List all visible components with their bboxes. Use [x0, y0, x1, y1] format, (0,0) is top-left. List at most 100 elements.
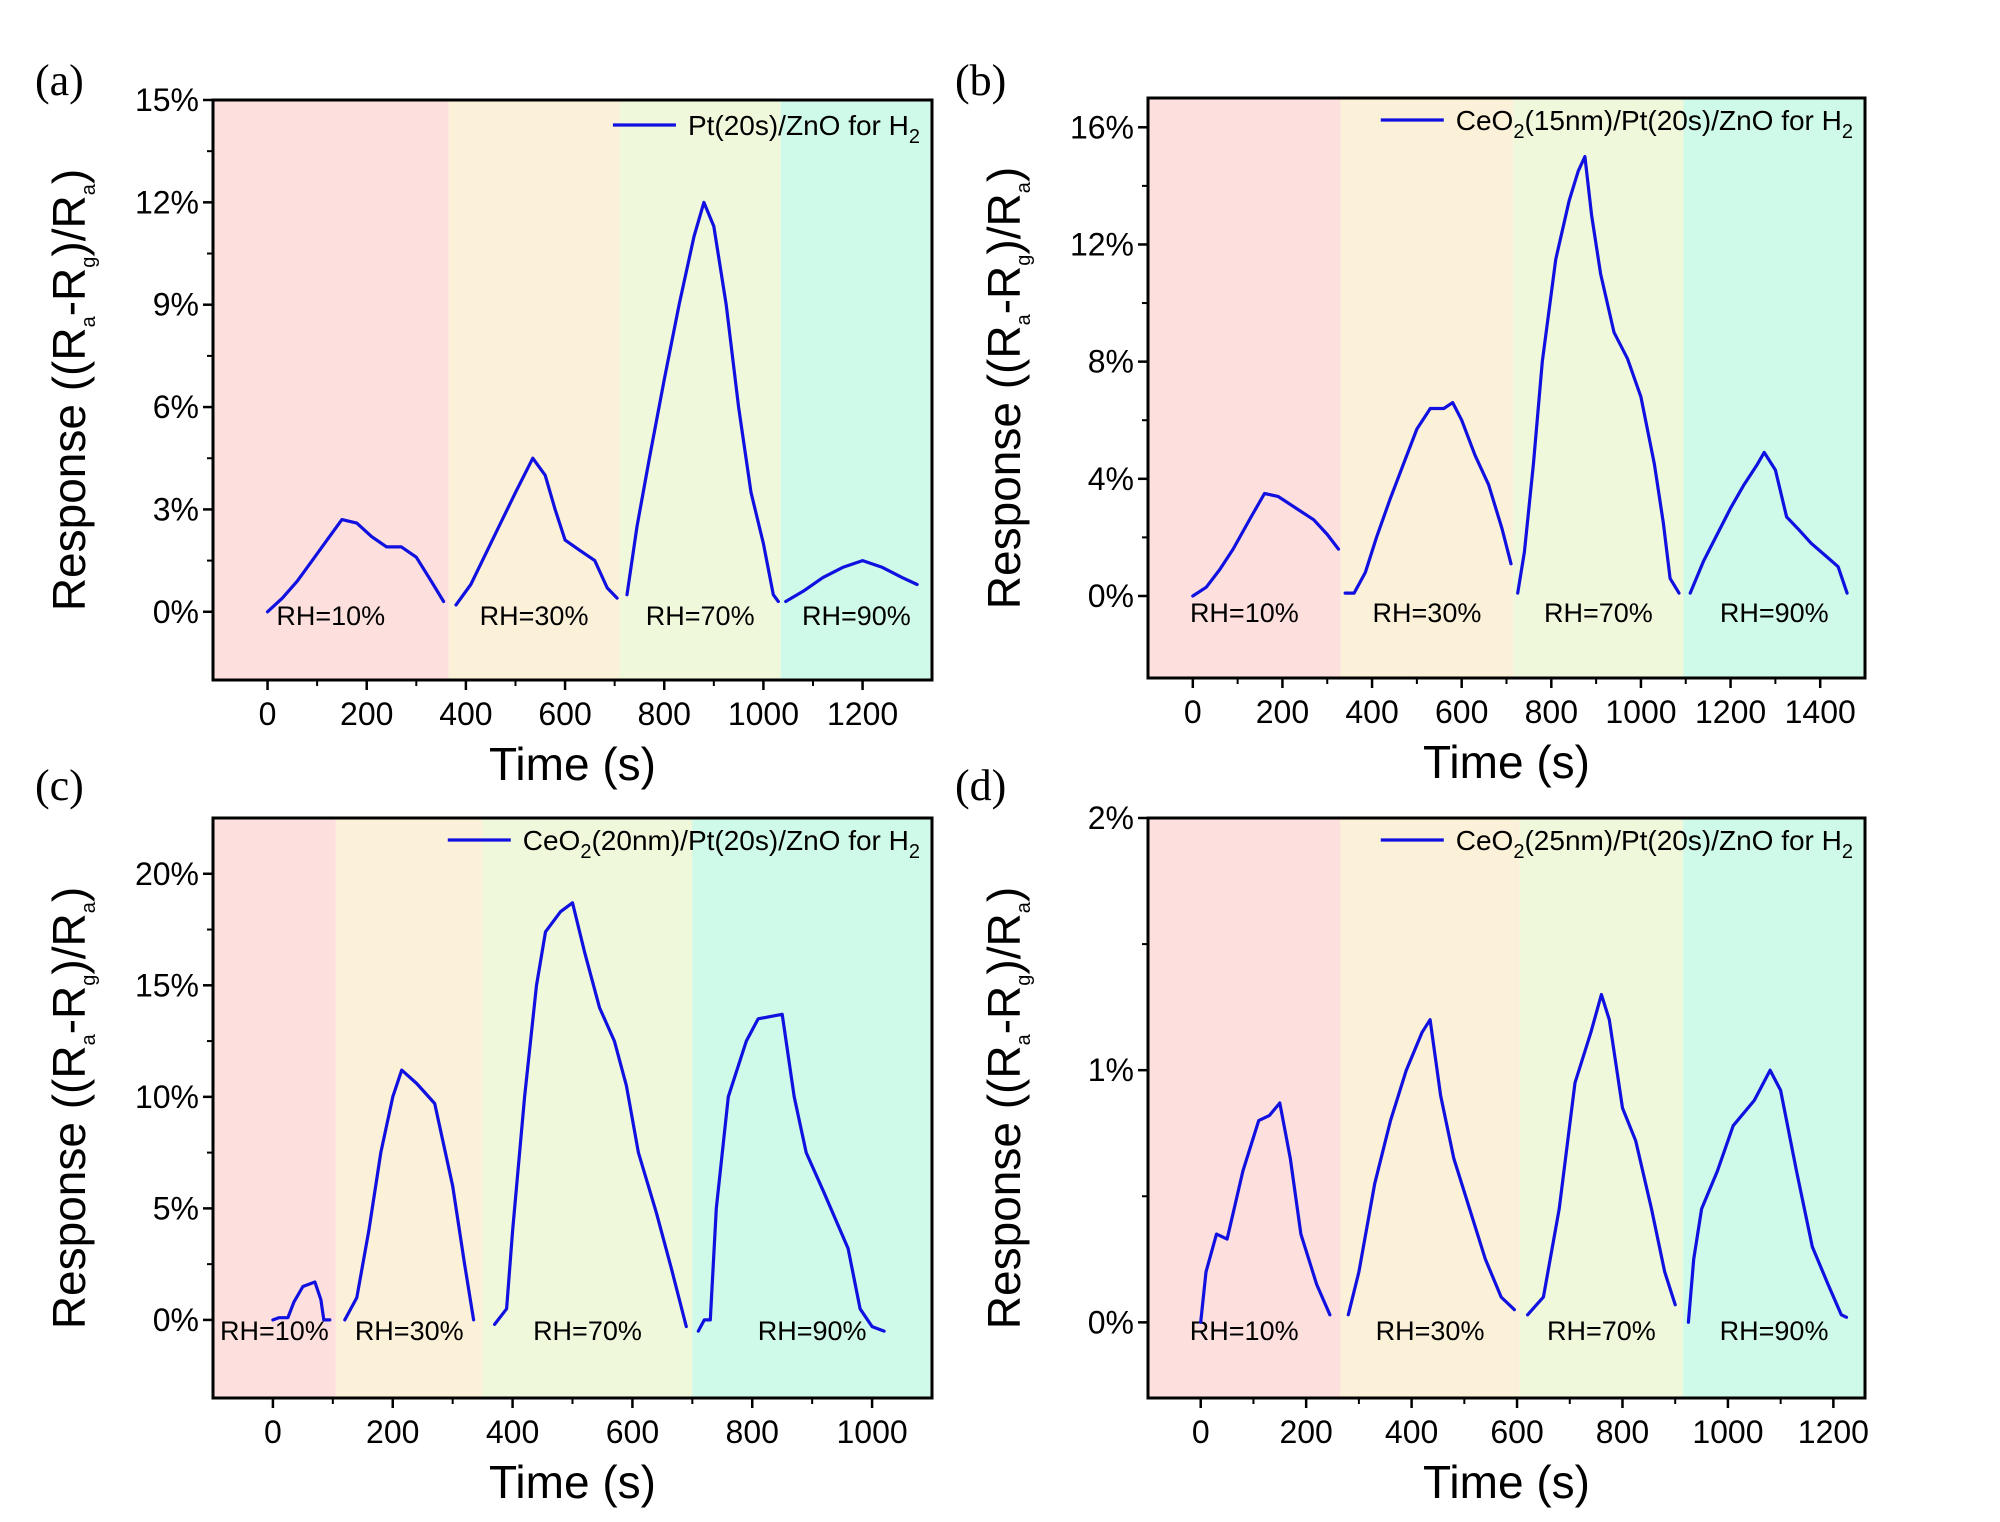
x-tick-label: 1200 [827, 696, 898, 732]
response-curve-segment-2 [1343, 401, 1513, 595]
x-tick-label: 400 [1385, 1414, 1438, 1450]
x-tick-label: 400 [439, 696, 492, 732]
rh-region-3 [619, 100, 781, 680]
panel-c: RH=10% RH=30% RH=70% RH=90%0 200 400 600 800 100… [35, 761, 934, 1508]
x-tick-label: 800 [726, 1414, 779, 1450]
y-tick-label: 4% [1088, 461, 1134, 497]
x-tick-label: 1200 [1798, 1414, 1869, 1450]
panel-b: RH=10% RH=30% RH=70% RH=90% 0 200 400 600 800 100… [955, 56, 1867, 788]
response-curve-segment-2 [1346, 1018, 1516, 1317]
rh-region-4 [1683, 98, 1865, 678]
rh-label: RH=10% [1190, 598, 1299, 628]
y-tick-label: 12% [135, 184, 199, 220]
rh-label: RH=70% [533, 1316, 642, 1346]
y-tick-label: 16% [1070, 109, 1134, 145]
x-tick-label: 0 [264, 1414, 282, 1450]
response-curve-segment-2 [343, 1068, 476, 1322]
rh-region-3 [1519, 818, 1684, 1398]
rh-label: RH=90% [1720, 598, 1829, 628]
y-tick-label: 3% [153, 491, 199, 527]
legend-label: Pt(20s)/ZnO for H2 [688, 110, 920, 148]
y-axis-title: Response ((Ra-Rg)/Ra) [43, 169, 100, 611]
y-tick-label: 2% [1088, 800, 1134, 836]
x-tick-label: 800 [1596, 1414, 1649, 1450]
x-tick-label: 800 [638, 696, 691, 732]
y-tick-label: 8% [1088, 344, 1134, 380]
plot-frame [1146, 816, 1867, 1400]
panel-label: (a) [35, 56, 84, 105]
x-tick-label: 600 [1435, 694, 1488, 730]
response-curve-segment-1 [1191, 491, 1341, 598]
rh-region-3 [482, 818, 693, 1398]
panel-label: (d) [955, 761, 1006, 810]
rh-label: RH=70% [646, 601, 755, 631]
x-tick-label: 0 [1184, 694, 1202, 730]
y-tick-label: 15% [135, 967, 199, 1003]
rh-label: RH=30% [1373, 598, 1482, 628]
rh-region-1 [213, 100, 449, 680]
x-tick-label: 200 [1256, 694, 1309, 730]
x-axis-title: Time (s) [489, 1456, 656, 1508]
x-axis-title: Time (s) [1423, 1456, 1590, 1508]
y-tick-label: 12% [1070, 226, 1134, 262]
response-curve-segment-3 [1516, 155, 1681, 595]
rh-region-4 [780, 100, 932, 680]
panel-label: (c) [35, 761, 84, 810]
x-tick-label: 200 [340, 696, 393, 732]
rh-label: RH=10% [276, 601, 385, 631]
rh-label: RH=90% [802, 601, 911, 631]
x-tick-label: 400 [1345, 694, 1398, 730]
response-curve-segment-3 [625, 200, 780, 604]
x-tick-label: 600 [606, 1414, 659, 1450]
x-tick-label: 600 [538, 696, 591, 732]
panel-d: RH=10% RH=30% RH=70% RH=90% 0 200 400 600 800 100… [955, 761, 1869, 1508]
panel-a: RH=10% RH=30% RH=70% RH=90% 0 200 400 600 800 100… [35, 56, 934, 790]
x-tick-label: 0 [1192, 1414, 1210, 1450]
y-tick-label: 0% [1088, 578, 1134, 614]
y-tick-label: 10% [135, 1079, 199, 1115]
x-tick-label: 200 [1279, 1414, 1332, 1450]
y-tick-label: 9% [153, 287, 199, 323]
rh-region-2 [1340, 818, 1520, 1398]
legend-label: CeO2(15nm)/Pt(20s)/ZnO for H2 [1456, 105, 1853, 143]
y-tick-label: 0% [153, 594, 199, 630]
x-tick-label: 1000 [728, 696, 799, 732]
rh-label: RH=30% [355, 1316, 464, 1346]
y-axis-title: Response ((Ra-Rg)/Ra) [43, 887, 100, 1329]
rh-region-1 [1148, 98, 1341, 678]
y-tick-label: 0% [1088, 1304, 1134, 1340]
y-axis-title: Response ((Ra-Rg)/Ra) [978, 887, 1035, 1329]
y-tick-label: 20% [135, 856, 199, 892]
panel-label: (b) [955, 56, 1006, 105]
rh-region-1 [1148, 818, 1341, 1398]
y-tick-label: 6% [153, 389, 199, 425]
x-tick-label: 1200 [1695, 694, 1766, 730]
response-curve-segment-4 [1688, 450, 1849, 595]
x-tick-label: 1000 [1692, 1414, 1763, 1450]
response-curve-segment-4 [784, 559, 919, 604]
rh-region-2 [448, 100, 620, 680]
response-curve-segment-2 [454, 456, 619, 607]
plot-frame [211, 98, 934, 682]
rh-label: RH=90% [1720, 1316, 1829, 1346]
legend-label: CeO2(20nm)/Pt(20s)/ZnO for H2 [523, 825, 920, 863]
x-tick-label: 800 [1525, 694, 1578, 730]
rh-region-2 [335, 818, 483, 1398]
x-tick-label: 600 [1490, 1414, 1543, 1450]
response-curve-segment-3 [493, 901, 688, 1329]
rh-region-1 [213, 818, 336, 1398]
rh-label: RH=70% [1547, 1316, 1656, 1346]
y-tick-label: 1% [1088, 1052, 1134, 1088]
y-tick-label: 0% [153, 1302, 199, 1338]
x-axis-title: Time (s) [1423, 736, 1590, 788]
response-curve-segment-4 [696, 1012, 886, 1333]
legend-label: CeO2(25nm)/Pt(20s)/ZnO for H2 [1456, 825, 1853, 863]
x-tick-label: 1000 [836, 1414, 907, 1450]
x-tick-label: 200 [366, 1414, 419, 1450]
y-tick-label: 15% [135, 82, 199, 118]
rh-label: RH=30% [1376, 1316, 1485, 1346]
response-curve-segment-1 [265, 518, 446, 614]
response-curve-segment-1 [271, 1280, 332, 1322]
x-axis-title: Time (s) [489, 738, 656, 790]
